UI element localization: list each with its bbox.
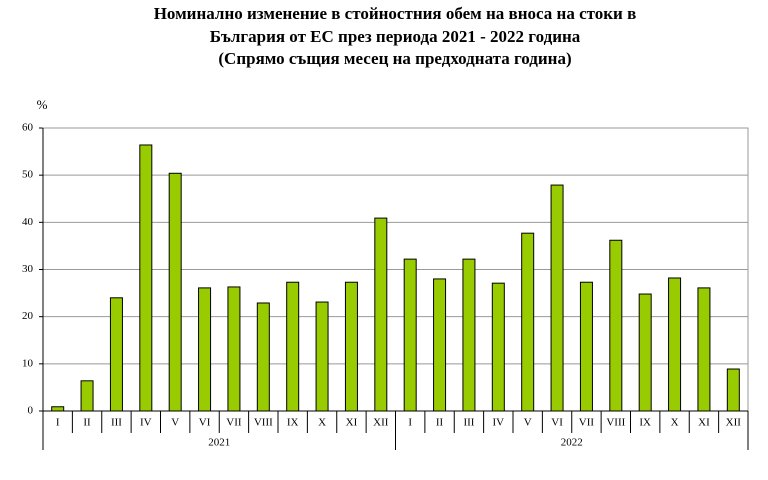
y-tick-label: 50 [22,169,34,181]
bar [286,281,300,412]
bar [697,287,711,412]
bar [80,380,94,412]
x-tick-label: I [56,417,60,429]
bar [491,282,505,412]
x-tick-label: XII [373,417,389,429]
x-tick-label: X [671,417,679,429]
y-tick-label: 60 [22,122,34,134]
x-tick-label: II [83,417,91,429]
x-tick-label: XI [346,417,358,429]
y-tick-label: 10 [22,357,34,369]
x-tick-label: VIII [254,417,273,429]
bar [168,172,182,412]
x-tick-label: IV [493,417,505,429]
chart-title: България от ЕС през периода 2021 - 2022 … [210,27,581,46]
x-tick-label: II [436,417,444,429]
bar [726,368,740,412]
chart-title: Номинално изменение в стойностния обем н… [154,4,637,23]
bar [609,239,623,412]
bar [139,144,153,412]
bar [403,258,417,412]
bar [51,406,65,412]
bar [315,301,329,412]
x-tick-label: XI [698,417,710,429]
x-tick-label: V [171,417,179,429]
x-tick-label: VI [551,417,563,429]
x-tick-label: V [524,417,532,429]
bar [433,278,447,412]
bar [550,184,564,412]
bar [462,258,476,412]
y-axis-label: % [37,97,48,112]
x-group-label: 2022 [561,437,583,449]
x-tick-label: IX [287,417,299,429]
x-tick-label: III [463,417,474,429]
bar [227,286,241,412]
x-group-label: 2021 [208,437,230,449]
bar [256,302,270,412]
bar [109,297,123,412]
x-tick-label: VII [226,417,242,429]
x-tick-label: VII [579,417,595,429]
y-tick-label: 0 [28,405,34,417]
x-tick-label: VIII [606,417,625,429]
y-tick-label: 40 [22,216,34,228]
bar [521,232,535,412]
x-tick-label: X [318,417,326,429]
bar [344,281,358,412]
x-tick-label: XII [726,417,742,429]
x-tick-label: III [111,417,122,429]
y-tick-label: 30 [22,263,34,275]
x-tick-label: IV [140,417,152,429]
x-tick-label: VI [199,417,211,429]
x-tick-label: I [408,417,412,429]
x-tick-label: IX [639,417,651,429]
bar [668,277,682,412]
chart-title: (Спрямо същия месец на предходната годин… [218,49,571,68]
bar [579,281,593,412]
bar [374,217,388,412]
bar [638,293,652,412]
y-tick-label: 20 [22,310,34,322]
bar [198,287,212,412]
